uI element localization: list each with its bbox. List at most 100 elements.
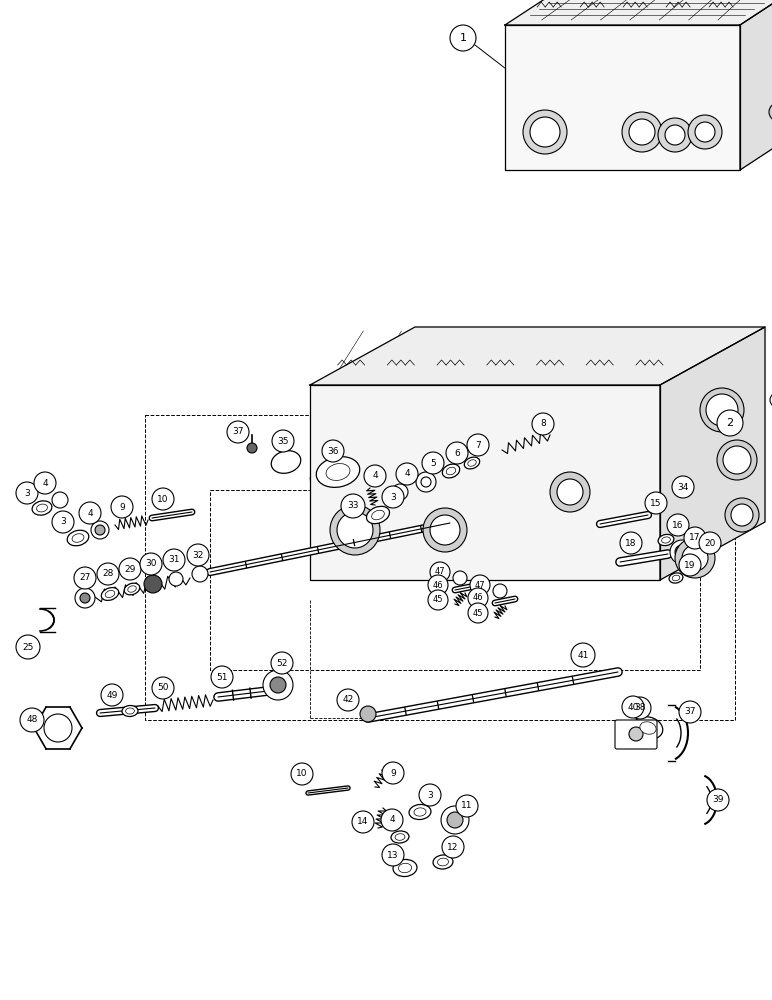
Ellipse shape [67, 530, 89, 546]
Circle shape [263, 670, 293, 700]
Text: 4: 4 [42, 479, 48, 488]
Text: 16: 16 [672, 520, 684, 530]
Text: 18: 18 [625, 538, 637, 548]
Ellipse shape [317, 457, 360, 487]
Ellipse shape [124, 583, 140, 595]
Circle shape [450, 25, 476, 51]
Circle shape [675, 545, 689, 559]
Circle shape [34, 472, 56, 494]
Ellipse shape [669, 573, 683, 583]
Circle shape [382, 486, 404, 508]
Text: 14: 14 [357, 818, 369, 826]
Circle shape [337, 689, 359, 711]
Circle shape [428, 575, 448, 595]
Circle shape [421, 477, 431, 487]
Circle shape [658, 118, 692, 152]
Text: 7: 7 [475, 440, 481, 450]
Polygon shape [310, 327, 765, 385]
Text: 3: 3 [390, 492, 396, 502]
Circle shape [557, 479, 583, 505]
Circle shape [396, 463, 418, 485]
Circle shape [341, 494, 365, 518]
Circle shape [675, 538, 715, 578]
Circle shape [140, 553, 162, 575]
Circle shape [629, 697, 651, 719]
Text: 20: 20 [704, 538, 716, 548]
Circle shape [731, 504, 753, 526]
Circle shape [101, 684, 123, 706]
Text: 52: 52 [276, 658, 288, 668]
Circle shape [532, 413, 554, 435]
Ellipse shape [36, 504, 47, 512]
Text: 50: 50 [157, 684, 169, 692]
Text: 45: 45 [433, 595, 443, 604]
Circle shape [622, 696, 644, 718]
Circle shape [620, 532, 642, 554]
Ellipse shape [72, 534, 84, 542]
Text: 27: 27 [80, 574, 90, 582]
Circle shape [468, 603, 488, 623]
Circle shape [152, 488, 174, 510]
Circle shape [723, 446, 751, 474]
Circle shape [119, 558, 141, 580]
Circle shape [272, 430, 294, 452]
Text: 5: 5 [430, 458, 436, 468]
Circle shape [706, 394, 738, 426]
Circle shape [360, 706, 376, 722]
Circle shape [247, 443, 257, 453]
Circle shape [622, 112, 662, 152]
Ellipse shape [32, 501, 52, 515]
Circle shape [684, 527, 706, 549]
Circle shape [442, 836, 464, 858]
Ellipse shape [105, 590, 115, 598]
Text: 12: 12 [447, 842, 459, 852]
Text: 13: 13 [388, 850, 399, 859]
Circle shape [16, 635, 40, 659]
Text: 4: 4 [372, 472, 378, 481]
Circle shape [152, 677, 174, 699]
Text: 42: 42 [342, 696, 354, 704]
Circle shape [717, 440, 757, 480]
Text: 38: 38 [635, 704, 645, 712]
Text: 36: 36 [327, 446, 339, 456]
Circle shape [430, 515, 460, 545]
Circle shape [364, 465, 386, 487]
Circle shape [530, 117, 560, 147]
Circle shape [80, 593, 90, 603]
Circle shape [337, 512, 373, 548]
Text: 45: 45 [472, 608, 483, 617]
Text: 46: 46 [432, 580, 443, 589]
Circle shape [550, 472, 590, 512]
Text: 8: 8 [540, 420, 546, 428]
Text: 4: 4 [389, 816, 394, 824]
Circle shape [523, 110, 567, 154]
Text: 28: 28 [103, 570, 113, 578]
Text: 37: 37 [232, 428, 244, 436]
Circle shape [679, 701, 701, 723]
Circle shape [382, 762, 404, 784]
Ellipse shape [640, 722, 656, 734]
Circle shape [467, 434, 489, 456]
Circle shape [717, 410, 743, 436]
Text: 4: 4 [405, 470, 410, 479]
Text: 30: 30 [145, 560, 157, 568]
Circle shape [428, 590, 448, 610]
Text: 33: 33 [347, 502, 359, 510]
Text: 46: 46 [472, 593, 483, 602]
Ellipse shape [468, 460, 476, 466]
Circle shape [672, 476, 694, 498]
Ellipse shape [446, 467, 455, 475]
Circle shape [667, 514, 689, 536]
Circle shape [52, 511, 74, 533]
Ellipse shape [409, 804, 431, 820]
Circle shape [91, 521, 109, 539]
FancyBboxPatch shape [615, 720, 657, 749]
Text: 2: 2 [726, 418, 733, 428]
Text: 25: 25 [22, 643, 34, 652]
Text: 10: 10 [157, 494, 169, 504]
Circle shape [330, 505, 380, 555]
Circle shape [629, 727, 643, 741]
Ellipse shape [393, 859, 417, 877]
Text: 3: 3 [24, 488, 30, 497]
Circle shape [769, 103, 772, 121]
